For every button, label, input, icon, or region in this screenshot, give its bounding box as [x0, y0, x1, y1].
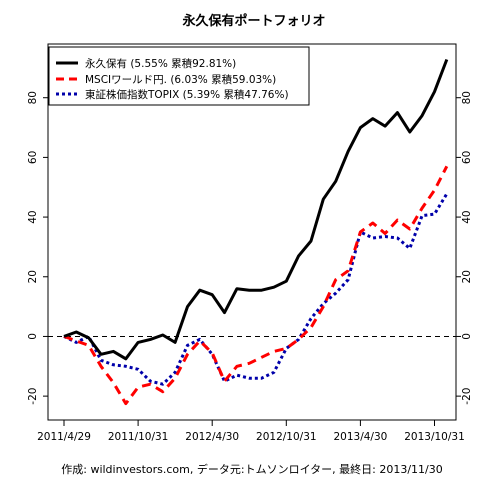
y-tick-label-left: 80 — [27, 91, 39, 104]
x-tick-label: 2012/10/31 — [256, 431, 317, 443]
legend-label-permanent: 永久保有 (5.55% 累積92.81%) — [85, 57, 236, 70]
legend-box — [48, 46, 310, 106]
y-axis-right: -20 0 20 40 60 80 — [456, 91, 473, 405]
legend: 永久保有 (5.55% 累積92.81%) MSCIワールド円. (6.03% … — [48, 46, 310, 106]
x-tick-label: 2013/10/31 — [404, 431, 465, 443]
x-tick-label: 2013/4/30 — [333, 431, 387, 443]
chart-title: 永久保有ポートフォリオ — [181, 13, 325, 29]
x-tick-label: 2011/4/29 — [37, 431, 91, 443]
x-tick-label: 2012/4/30 — [185, 431, 239, 443]
y-axis-left: -20 0 20 40 60 80 — [27, 91, 48, 405]
x-axis: 2011/4/29 2011/10/31 2012/4/30 2012/10/31 20… — [37, 420, 465, 443]
y-tick-label-right: 40 — [461, 210, 473, 223]
y-tick-label-right: 0 — [461, 333, 473, 340]
series-line-topix — [63, 193, 449, 386]
y-tick-label-left: 40 — [27, 210, 39, 223]
y-tick-label-left: 20 — [27, 270, 39, 283]
series-line-msci — [63, 165, 449, 406]
source-caption: 作成: wildinvestors.com, データ元:トムソンロイター, 最終… — [61, 462, 442, 476]
y-tick-label-right: 80 — [461, 91, 473, 104]
series-layer — [63, 58, 449, 406]
plot-frame — [47, 43, 457, 421]
legend-label-msci: MSCIワールド円. (6.03% 累積59.03%) — [85, 73, 276, 86]
x-tick-label: 2011/10/31 — [108, 431, 169, 443]
y-tick-label-right: -20 — [461, 388, 473, 405]
y-tick-label-left: 0 — [27, 333, 39, 340]
y-tick-label-right: 60 — [461, 151, 473, 164]
legend-label-topix: 東証株価指数TOPIX (5.39% 累積47.76%) — [85, 88, 289, 101]
y-tick-label-left: -20 — [27, 388, 39, 405]
series-line-permanent — [63, 58, 449, 361]
y-tick-label-right: 20 — [461, 270, 473, 283]
y-tick-label-left: 60 — [27, 151, 39, 164]
